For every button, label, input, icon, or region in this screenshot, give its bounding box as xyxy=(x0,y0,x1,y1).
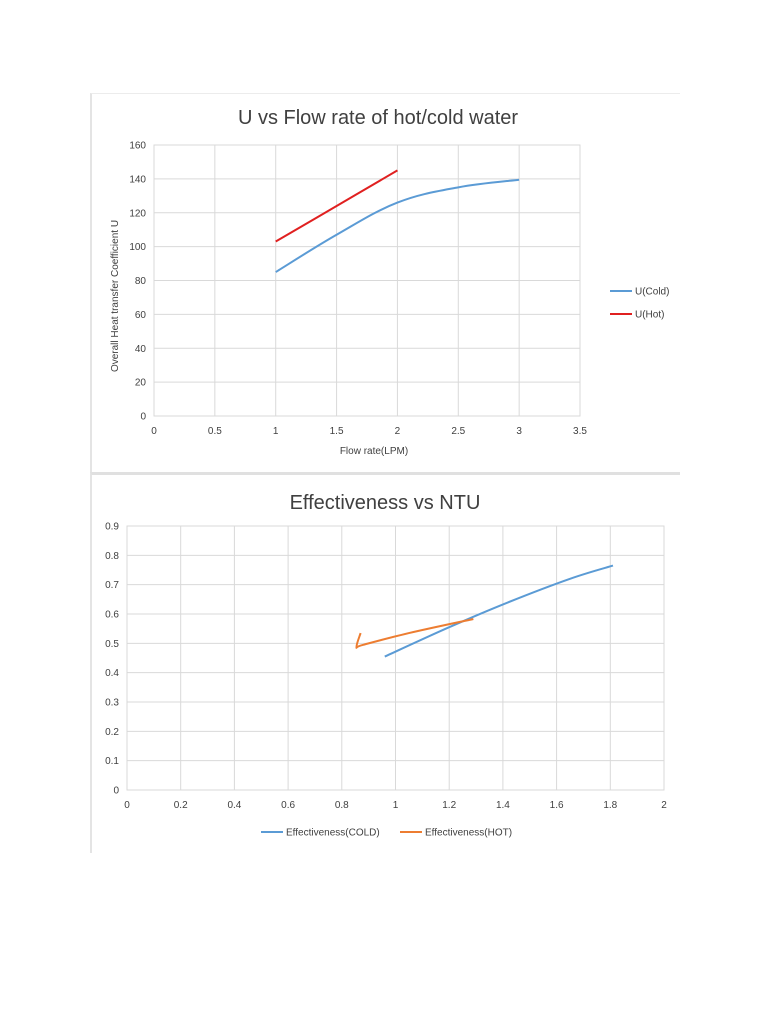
x-tick-label: 2.5 xyxy=(451,426,465,437)
y-tick-label: 60 xyxy=(135,310,147,321)
legend-label: Effectiveness(HOT) xyxy=(425,828,512,839)
y-tick-label: 0.4 xyxy=(105,668,119,679)
y-tick-label: 0.7 xyxy=(105,580,119,591)
x-tick-label: 3 xyxy=(516,426,522,437)
x-tick-label: 0 xyxy=(124,800,130,811)
y-axis-title: Overall Heat transfer Coefficient U xyxy=(110,220,121,372)
x-tick-label: 0.8 xyxy=(335,800,349,811)
series-line-0 xyxy=(275,178,520,273)
x-tick-label: 1 xyxy=(273,426,279,437)
x-tick-label: 0.4 xyxy=(227,800,241,811)
chart-panel-u-vs-flow: U vs Flow rate of hot/cold water Flow ra… xyxy=(90,93,680,474)
y-tick-label: 160 xyxy=(129,141,146,152)
y-tick-label: 0 xyxy=(140,412,146,423)
x-tick-label: 2 xyxy=(661,800,667,811)
x-tick-label: 3.5 xyxy=(573,426,587,437)
chart-title: U vs Flow rate of hot/cold water xyxy=(238,107,518,129)
y-tick-label: 0.1 xyxy=(105,756,119,767)
y-tick-label: 120 xyxy=(129,208,146,219)
x-tick-label: 1.2 xyxy=(442,800,456,811)
plot-area-border xyxy=(153,144,581,417)
y-tick-label: 0 xyxy=(113,786,119,797)
y-tick-label: 0.3 xyxy=(105,698,119,709)
chart-title: Effectiveness vs NTU xyxy=(290,492,481,514)
chart-u-vs-flow-rate: U vs Flow rate of hot/cold water Flow ra… xyxy=(110,107,669,457)
legend-label: U(Cold) xyxy=(635,287,669,298)
y-tick-label: 0.9 xyxy=(105,522,119,533)
y-tick-label: 0.8 xyxy=(105,551,119,562)
y-tick-label: 0.2 xyxy=(105,727,119,738)
chart-effectiveness-vs-ntu: Effectiveness vs NTU 0 0.1 0.2 0.3 0.4 0.5 0.6… xyxy=(105,492,667,839)
legend-label: Effectiveness(COLD) xyxy=(286,828,380,839)
y-tick-label: 40 xyxy=(135,344,147,355)
x-tick-label: 0.2 xyxy=(174,800,188,811)
x-tick-label: 0.5 xyxy=(208,426,222,437)
x-tick-label: 1.8 xyxy=(603,800,617,811)
gridlines xyxy=(126,525,665,791)
chart-panel-effectiveness-vs-ntu: Effectiveness vs NTU 0 0.1 0.2 0.3 0.4 0.5 0.6… xyxy=(90,472,680,853)
y-tick-label: 0.6 xyxy=(105,610,119,621)
series-line-1 xyxy=(355,618,474,649)
y-tick-label: 140 xyxy=(129,174,146,185)
y-tick-label: 20 xyxy=(135,378,147,389)
x-tick-label: 1.4 xyxy=(496,800,510,811)
x-tick-label: 1 xyxy=(393,800,399,811)
y-tick-label: 0.5 xyxy=(105,639,119,650)
gridlines xyxy=(153,144,581,417)
series-line-1 xyxy=(275,169,398,243)
x-axis-title: Flow rate(LPM) xyxy=(340,446,408,457)
series-line-0 xyxy=(384,564,614,658)
plot-area-border xyxy=(126,525,665,791)
x-tick-label: 1.5 xyxy=(330,426,344,437)
legend-label: U(Hot) xyxy=(635,310,664,321)
x-tick-label: 0.6 xyxy=(281,800,295,811)
x-tick-label: 2 xyxy=(395,426,401,437)
y-tick-label: 100 xyxy=(129,242,146,253)
y-tick-label: 80 xyxy=(135,276,147,287)
x-tick-label: 0 xyxy=(151,426,157,437)
x-tick-label: 1.6 xyxy=(550,800,564,811)
